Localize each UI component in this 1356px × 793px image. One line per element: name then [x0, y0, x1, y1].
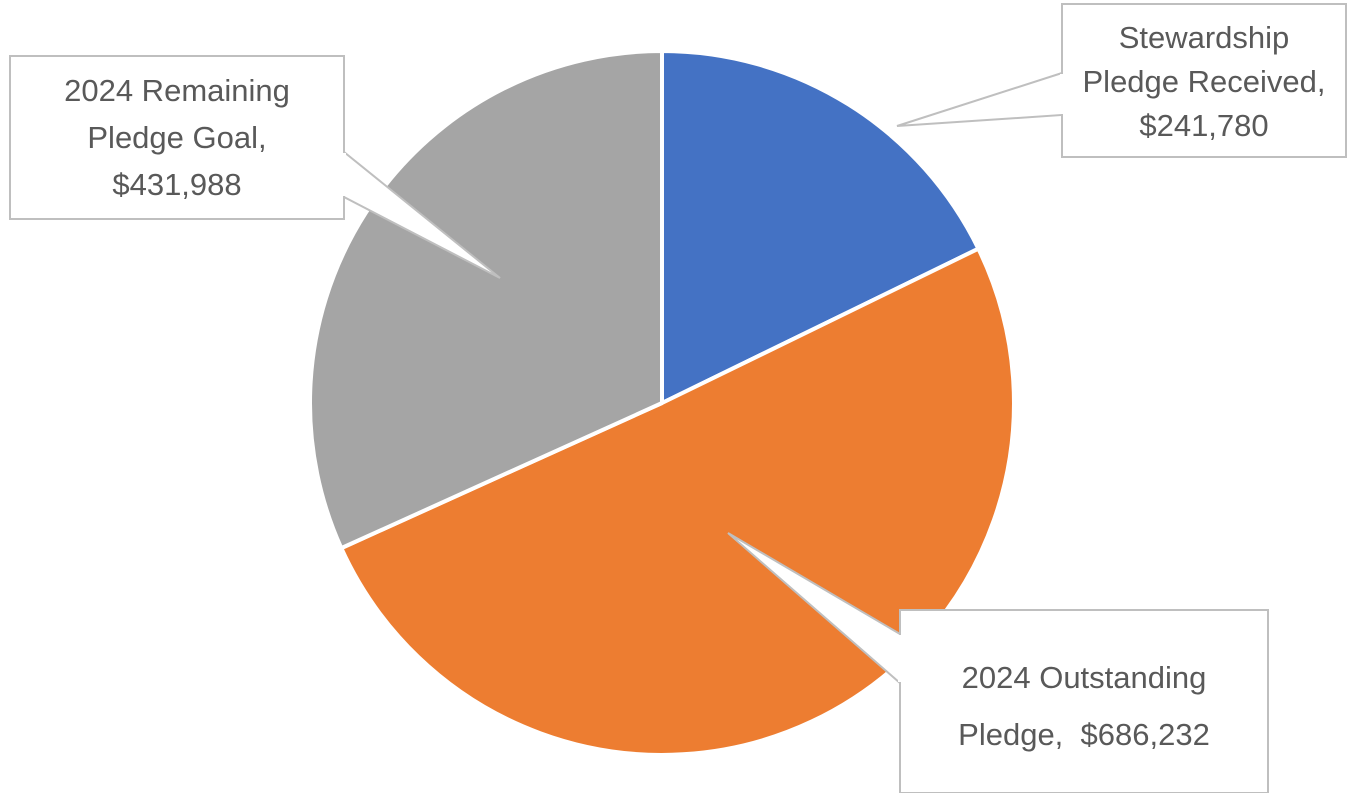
callout-box: [899, 609, 1269, 793]
data-label-line: Pledge, $686,232: [958, 717, 1210, 752]
data-label-callout-2024-remaining-pledge-goal: 2024 Remaining Pledge Goal, $431,988: [9, 55, 501, 279]
callouts-layer: Stewardship Pledge Received, $241,780 2024 …: [9, 3, 1347, 793]
data-label-callout-2024-outstanding-pledge: 2024 Outstanding Pledge, $686,232: [727, 532, 1269, 793]
data-label-line: Pledge Received,: [1083, 64, 1326, 99]
pie-slice-2024-remaining-pledge-goal: [308, 49, 664, 551]
callout-box: [9, 55, 345, 220]
pie-slice-stewardship-pledge-received: [660, 49, 981, 405]
data-label-text: Stewardship Pledge Received, $241,780: [1083, 20, 1326, 143]
data-label-line: $241,780: [1139, 108, 1268, 143]
data-label-callout-stewardship-pledge-received: Stewardship Pledge Received, $241,780: [896, 3, 1347, 158]
data-label-line: Pledge Goal,: [87, 120, 266, 155]
data-label-line: Stewardship: [1119, 20, 1290, 55]
data-label-line: 2024 Outstanding: [962, 660, 1207, 695]
data-label-text: 2024 Remaining Pledge Goal, $431,988: [64, 73, 290, 202]
data-label-line: 2024 Remaining: [64, 73, 290, 108]
data-label-line: $431,988: [112, 167, 241, 202]
callout-pointer: [896, 71, 1063, 127]
data-label-text: 2024 Outstanding Pledge, $686,232: [958, 660, 1210, 752]
